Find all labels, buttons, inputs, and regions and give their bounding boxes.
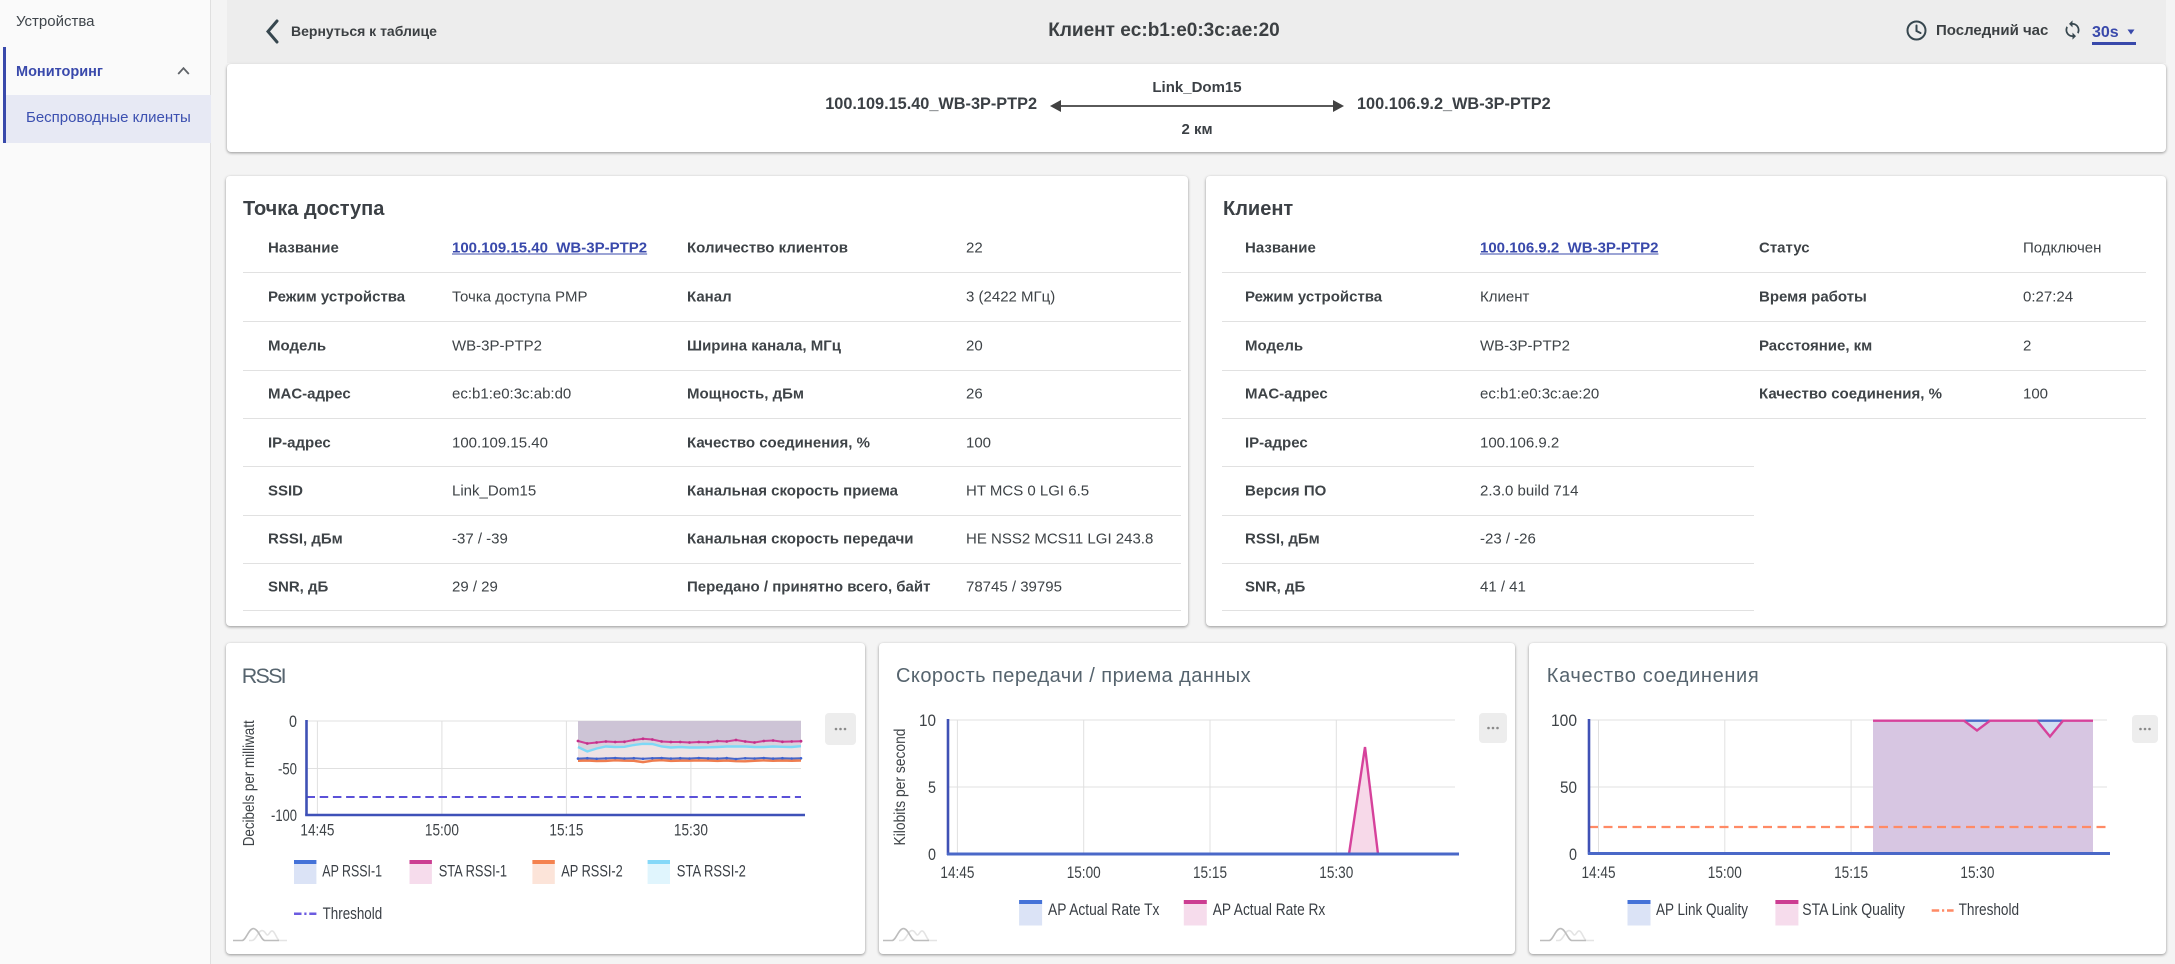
svg-text:15:30: 15:30 <box>674 820 708 839</box>
svg-text:Kilobits per second: Kilobits per second <box>892 729 909 846</box>
svg-text:15:15: 15:15 <box>1834 863 1868 882</box>
svg-text:Threshold: Threshold <box>323 905 383 923</box>
svg-text:0: 0 <box>928 845 936 864</box>
svg-text:STA RSSI-1: STA RSSI-1 <box>439 863 507 881</box>
svg-text:14:45: 14:45 <box>1582 863 1616 882</box>
svg-text:-50: -50 <box>278 760 297 779</box>
svg-text:50: 50 <box>1560 778 1577 797</box>
svg-text:15:00: 15:00 <box>1708 863 1742 882</box>
svg-text:STA RSSI-2: STA RSSI-2 <box>677 863 746 881</box>
svg-text:AP RSSI-2: AP RSSI-2 <box>561 863 623 881</box>
svg-text:5: 5 <box>928 778 936 797</box>
svg-text:15:15: 15:15 <box>549 820 583 839</box>
svg-text:15:00: 15:00 <box>1067 863 1101 882</box>
svg-text:10: 10 <box>919 711 936 730</box>
svg-text:0: 0 <box>1569 845 1577 864</box>
svg-text:15:00: 15:00 <box>425 820 459 839</box>
svg-text:AP RSSI-1: AP RSSI-1 <box>322 863 382 881</box>
svg-text:STA Link Quality: STA Link Quality <box>1802 901 1905 919</box>
svg-text:AP Actual Rate Rx: AP Actual Rate Rx <box>1213 901 1326 919</box>
svg-text:-100: -100 <box>271 806 297 825</box>
svg-text:Threshold: Threshold <box>1959 901 2020 919</box>
svg-text:15:30: 15:30 <box>1319 863 1353 882</box>
svg-text:15:15: 15:15 <box>1193 863 1227 882</box>
svg-text:14:45: 14:45 <box>300 820 334 839</box>
svg-text:Decibels per milliwatt: Decibels per milliwatt <box>241 720 258 847</box>
svg-text:14:45: 14:45 <box>940 863 974 882</box>
svg-text:100: 100 <box>1551 711 1577 730</box>
svg-text:AP Link Quality: AP Link Quality <box>1656 901 1749 919</box>
svg-text:0: 0 <box>289 712 297 731</box>
svg-text:15:30: 15:30 <box>1960 863 1994 882</box>
svg-text:AP Actual Rate Tx: AP Actual Rate Tx <box>1048 901 1160 919</box>
